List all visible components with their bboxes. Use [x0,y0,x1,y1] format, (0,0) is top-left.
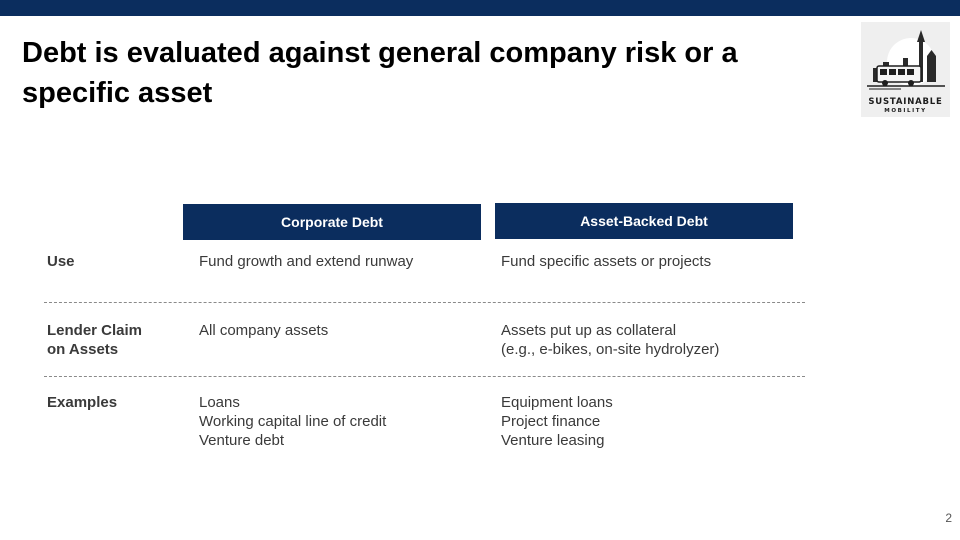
column-header-asset-backed-debt: Asset-Backed Debt [495,203,793,239]
row-divider [44,302,805,303]
slide-title: Debt is evaluated against general compan… [22,37,738,109]
row-label-use: Use [47,253,75,270]
cell-examples-asset-backed: Equipment loans Project finance Venture … [501,394,613,449]
row-divider [44,376,805,377]
cell-examples-corporate: Loans Working capital line of credit Ven… [199,394,387,449]
logo-wordmark: SUSTAINABLE [868,97,943,107]
page-number: 2 [945,511,952,525]
logo-subtitle: MOBILITY [884,108,927,114]
top-accent-bar [0,0,960,16]
cell-lender-claim-corporate: All company assets [199,322,329,339]
row-label-lender-claim: Lender Claim on Assets [47,322,143,358]
sustainable-mobility-logo: SUSTAINABLE MOBILITY [861,22,950,117]
city-bus-illustration-icon [867,30,945,90]
cell-use-corporate: Fund growth and extend runway [199,253,414,270]
cell-use-asset-backed: Fund specific assets or projects [501,253,712,270]
row-label-examples: Examples [47,394,118,411]
cell-lender-claim-asset-backed: Assets put up as collateral (e.g., e-bik… [501,322,720,358]
column-header-corporate-debt: Corporate Debt [183,204,481,240]
